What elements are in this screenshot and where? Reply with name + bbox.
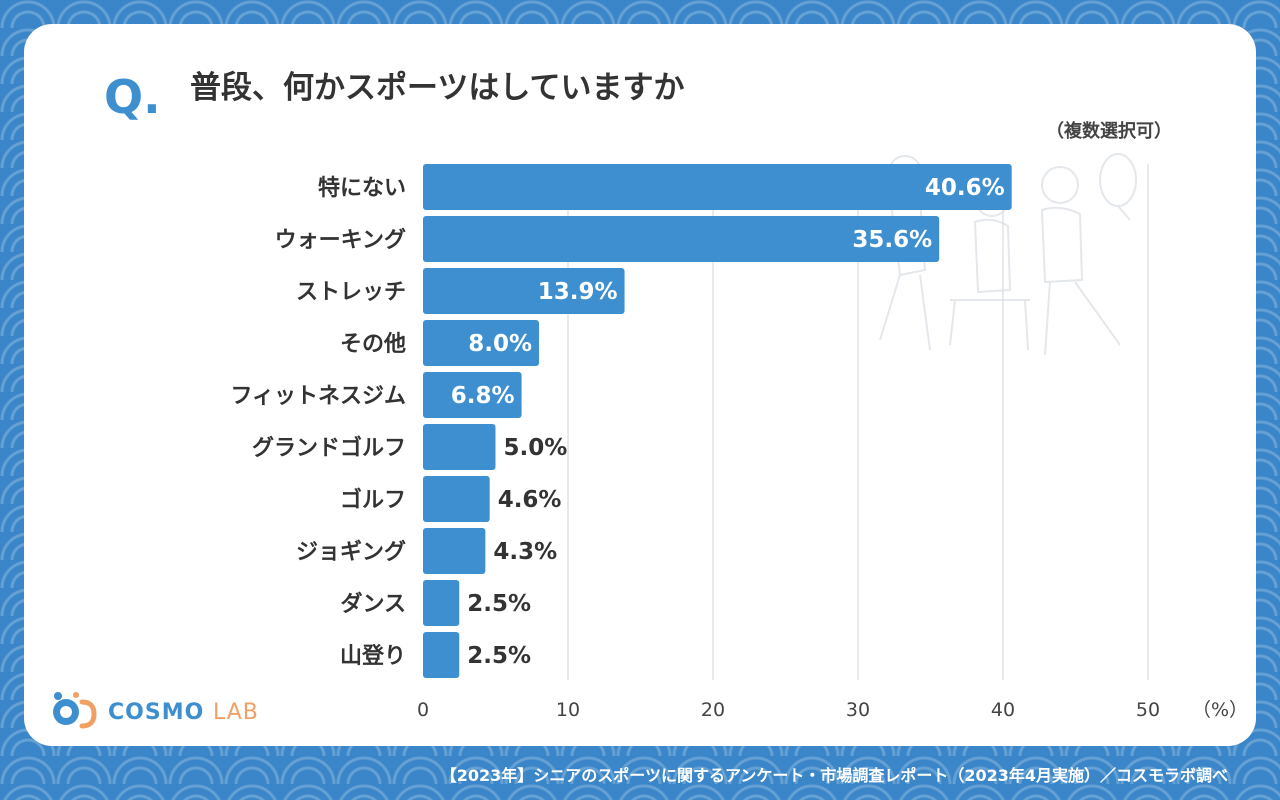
question-title: 普段、何かスポーツはしていますか: [190, 70, 685, 106]
bar: [423, 268, 625, 314]
x-tick-label: 30: [846, 699, 870, 721]
x-tick-label: 40: [991, 699, 1015, 721]
bar: [423, 372, 522, 418]
value-label: 4.3%: [493, 539, 557, 565]
category-label: 山登り: [340, 644, 406, 669]
bars: [423, 164, 1012, 678]
value-label: 4.6%: [498, 487, 562, 513]
value-label: 6.8%: [451, 383, 515, 409]
value-label: 2.5%: [467, 643, 531, 669]
source-note: 【2023年】シニアのスポーツに関するアンケート・市場調査レポート（2023年4…: [440, 766, 1228, 785]
chart-card: [24, 24, 1256, 746]
x-axis-ticks: 0 10 20 30 40 50: [417, 699, 1160, 721]
x-tick-label: 20: [701, 699, 725, 721]
logo-text: COSMO LAB: [108, 700, 259, 725]
value-label: 13.9%: [538, 279, 618, 305]
x-axis-unit: （%）: [1192, 699, 1248, 721]
bar: [423, 424, 496, 470]
value-labels: 40.6% 35.6% 13.9%8.0% 6.8% 5.0% 4.6% 4.3% 2.5% 2…: [451, 175, 1005, 669]
bar: [423, 164, 1012, 210]
multiple-choice-note: （複数選択可）: [1046, 121, 1172, 142]
value-label: 40.6%: [925, 175, 1005, 201]
bar: [423, 320, 539, 366]
category-label: ウォーキング: [275, 227, 406, 253]
value-label: 2.5%: [467, 591, 531, 617]
logo-name-sub: LAB: [212, 700, 259, 725]
value-label: 5.0%: [504, 435, 568, 461]
x-tick-label: 10: [556, 699, 580, 721]
category-label: ジョギング: [296, 539, 406, 565]
value-label: 35.6%: [852, 227, 932, 253]
question-mark: Q.: [104, 70, 161, 124]
logo-name-main: COSMO: [108, 700, 205, 725]
category-label: ダンス: [340, 591, 406, 617]
bar: [423, 476, 490, 522]
category-label: フィットネスジム: [230, 384, 406, 409]
x-tick-label: 0: [417, 699, 429, 721]
category-label: グランドゴルフ: [252, 435, 406, 461]
bar: [423, 580, 460, 626]
x-tick-label: 50: [1136, 699, 1160, 721]
value-label: 8.0%: [468, 331, 532, 357]
bar: [423, 216, 940, 262]
bar: [423, 632, 460, 678]
category-label: ストレッチ: [296, 280, 406, 305]
category-label: 特にない: [318, 175, 406, 201]
category-label: その他: [340, 332, 406, 357]
category-labels: 特にないウォーキングストレッチその他フィットネスジムグランドゴルフゴルフジョギン…: [230, 175, 406, 669]
bar: [423, 528, 486, 574]
cosmo-lab-logo-icon: [53, 692, 97, 729]
category-label: ゴルフ: [340, 487, 406, 513]
